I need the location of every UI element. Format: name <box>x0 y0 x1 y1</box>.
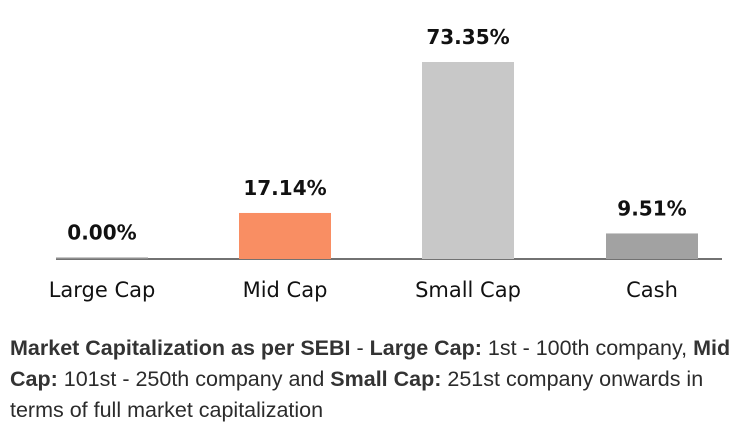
footnote-text-4: 251st company onwards in terms of full m… <box>10 367 704 422</box>
bar-cash <box>606 233 698 259</box>
footnote-text-2: 1st - 100th company, <box>481 336 694 360</box>
footnote-mid-cap-label: Mid Cap: <box>10 336 731 391</box>
market-cap-footnote: Market Capitalization as per SEBI - Larg… <box>10 333 735 426</box>
category-label-large-cap: Large Cap <box>49 278 156 302</box>
value-labels-group: 0.00% 17.14% 73.35% 9.51% <box>67 25 686 245</box>
footnote-text-3: 101st - 250th company and <box>57 367 331 391</box>
bar-chart: 0.00% 17.14% 73.35% 9.51% Large Cap Mid Cap S… <box>49 25 722 302</box>
footnote-small-cap-label: Small Cap: <box>330 367 442 391</box>
category-label-cash: Cash <box>626 278 678 302</box>
value-label-large-cap: 0.00% <box>67 221 136 245</box>
value-label-mid-cap: 17.14% <box>243 176 326 200</box>
bar-large-cap <box>56 257 148 259</box>
bar-small-cap <box>422 62 514 259</box>
footnote-large-cap-label: Large Cap: <box>369 336 482 360</box>
value-label-cash: 9.51% <box>617 196 686 220</box>
bar-mid-cap <box>239 212 331 259</box>
category-label-mid-cap: Mid Cap <box>243 278 328 302</box>
category-label-small-cap: Small Cap <box>415 278 521 302</box>
footnote-text-1: - <box>350 336 370 360</box>
footnote-heading: Market Capitalization as per SEBI <box>10 336 351 360</box>
bars-group <box>56 62 698 259</box>
category-labels-group: Large Cap Mid Cap Small Cap Cash <box>49 278 678 302</box>
value-label-small-cap: 73.35% <box>426 25 509 49</box>
